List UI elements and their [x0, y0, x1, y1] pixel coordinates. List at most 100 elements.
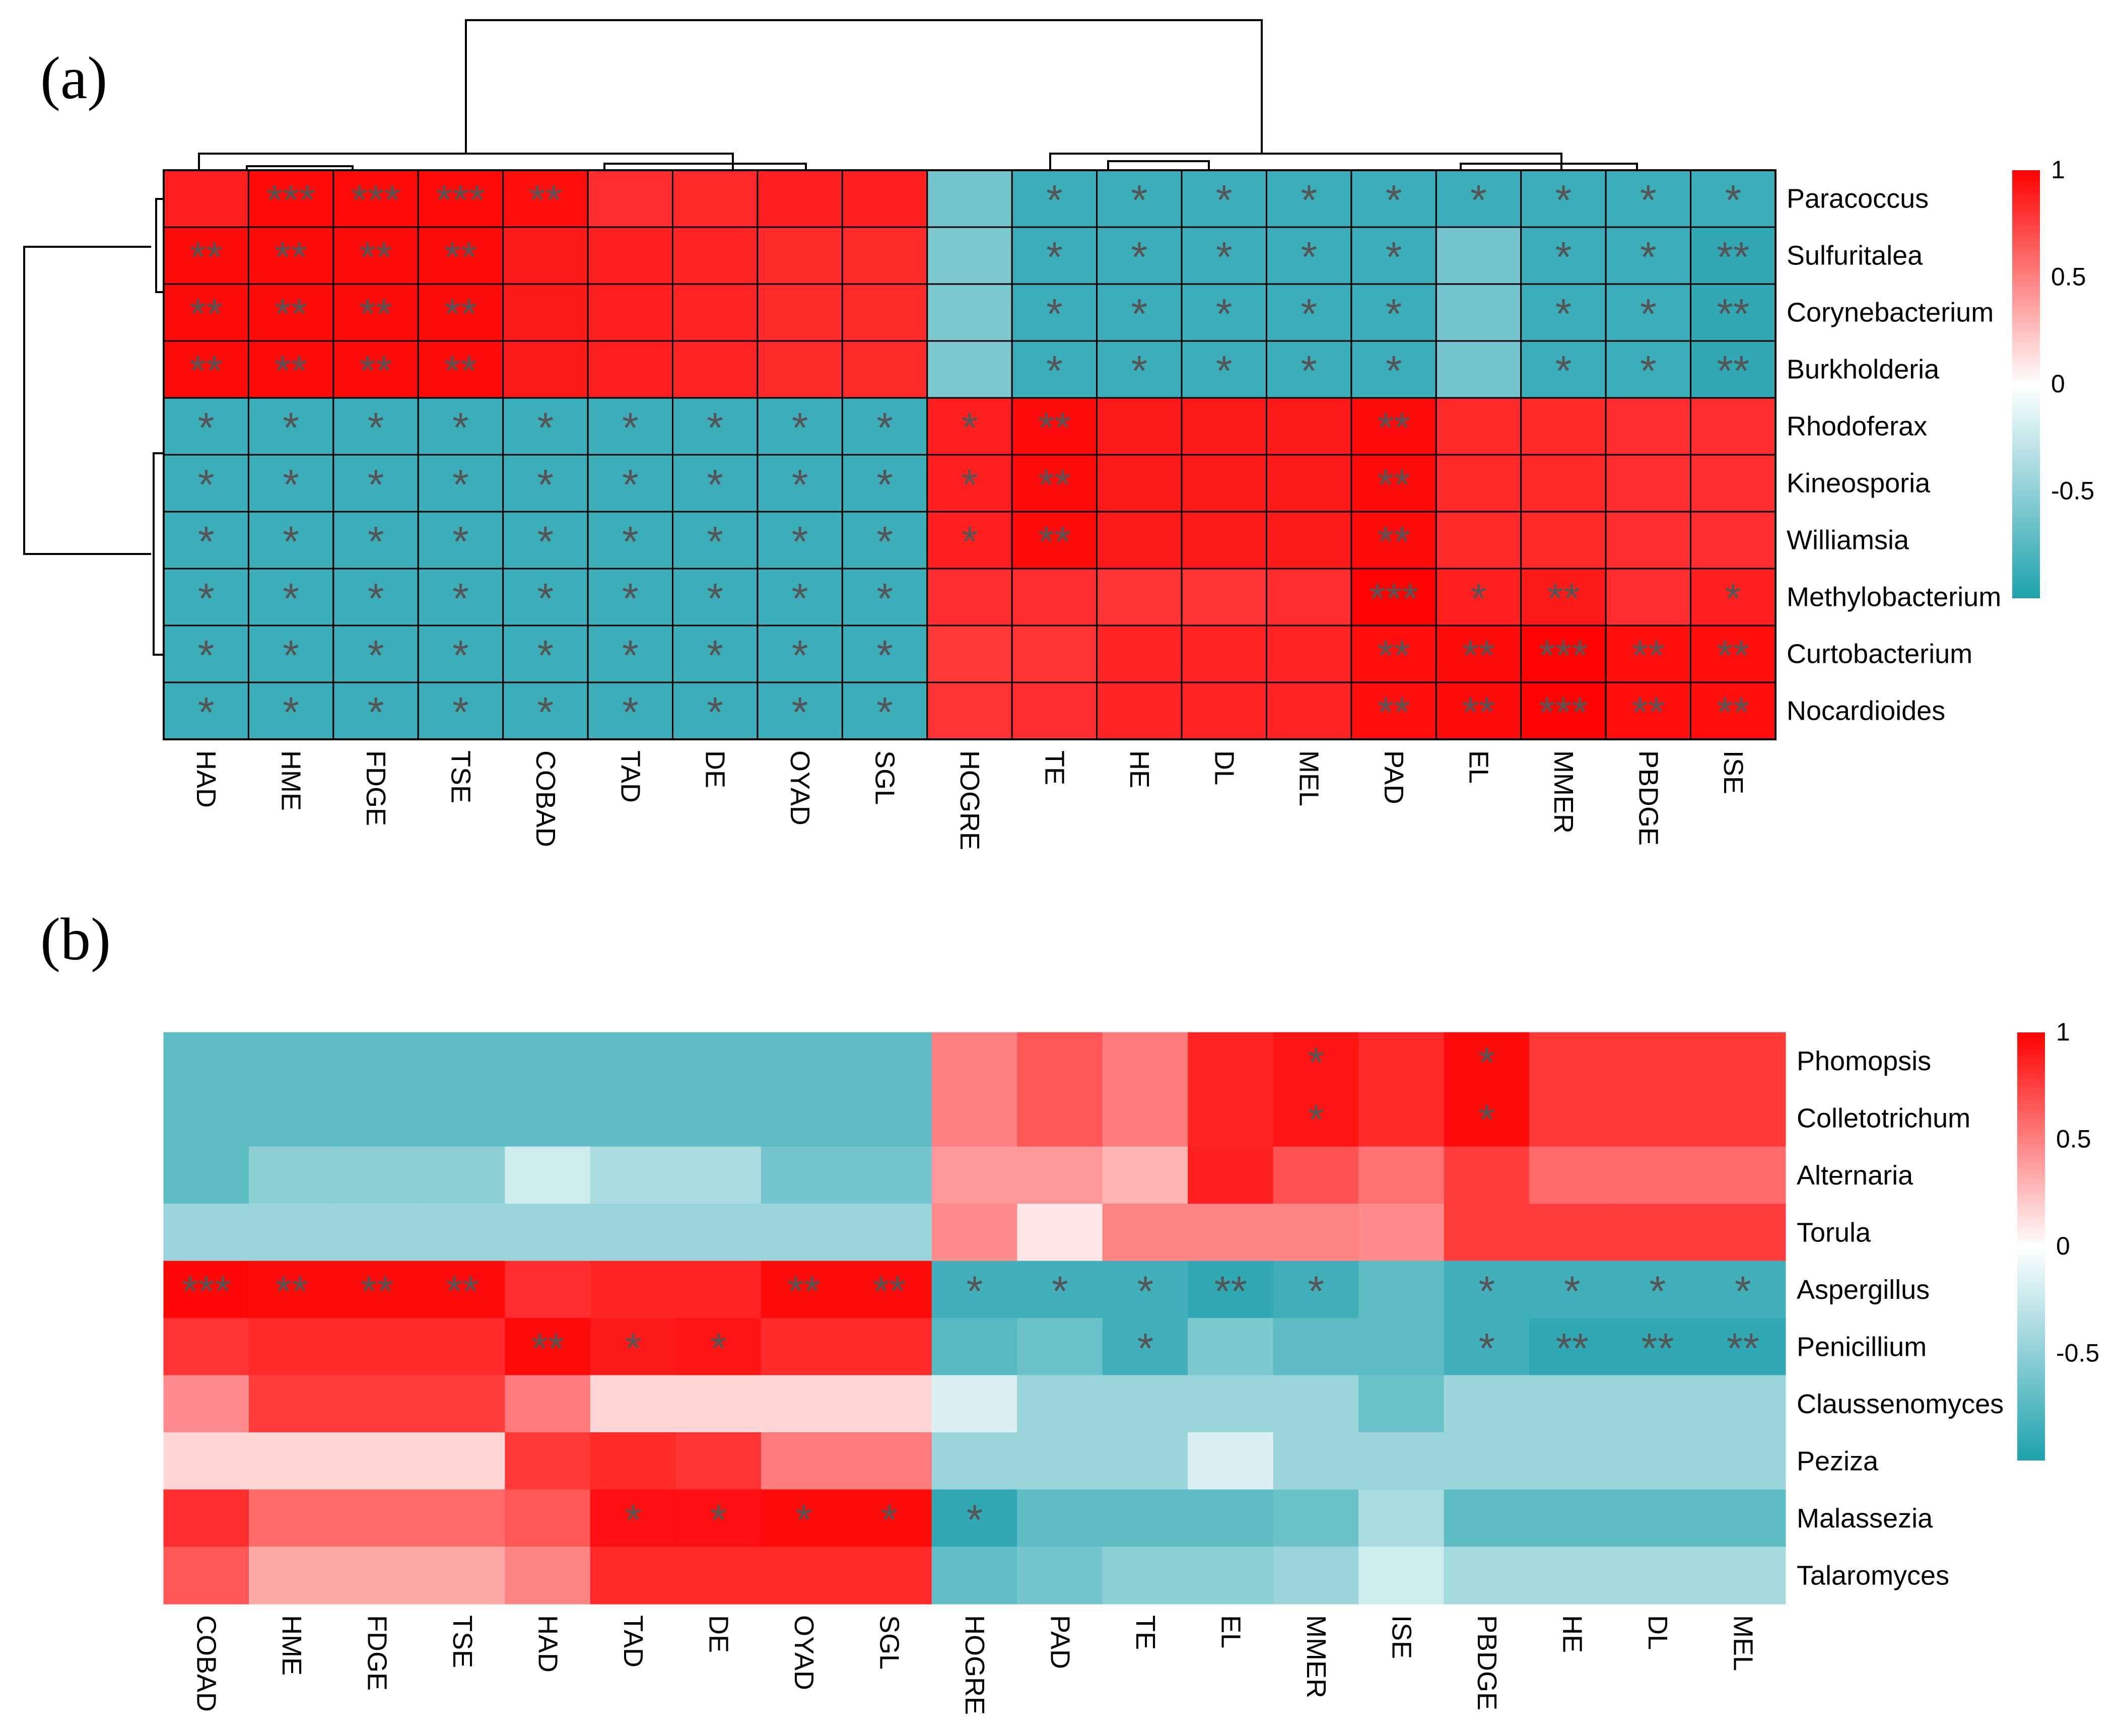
heat-cell [587, 511, 674, 570]
heat-cell [1435, 511, 1522, 570]
heat-cell [1614, 1318, 1701, 1376]
panel-b-color-legend: 1 0.5 0 -0.5 [2017, 1018, 2099, 1461]
significance-marker: * [1386, 347, 1402, 394]
heat-cell [247, 283, 334, 342]
heat-cell [1444, 1547, 1530, 1605]
heat-cell [505, 1146, 591, 1204]
panel-a-heatmap: *** *** *** ** * * * * * * * * * Paracoccus** ** ** ** * *… [163, 169, 2001, 850]
column-label: DL [1209, 750, 1239, 785]
significance-marker: ** [276, 1268, 308, 1315]
legend-tick-label: 0 [2051, 370, 2065, 398]
significance-marker: * [1725, 575, 1741, 622]
column-label: ISE [1718, 750, 1748, 794]
heat-cell [248, 1489, 335, 1547]
significance-marker: * [1216, 290, 1233, 337]
significance-marker: *** [1539, 632, 1588, 679]
heat-cell [926, 283, 1013, 342]
heat-cell [1700, 1204, 1786, 1262]
heat-cell [1265, 226, 1352, 285]
legend-tick-label: -0.5 [2056, 1339, 2099, 1367]
heat-cell [1096, 511, 1183, 570]
heat-cell [1188, 1204, 1274, 1262]
heat-cell [1614, 1547, 1701, 1605]
heat-cell [334, 1432, 420, 1490]
heat-cell [1529, 1375, 1615, 1433]
heat-cell [332, 681, 419, 740]
significance-marker: * [1640, 233, 1657, 281]
significance-marker: * [198, 404, 215, 451]
row-label: Talaromyces [1797, 1560, 1949, 1590]
heat-cell [1700, 1489, 1786, 1547]
significance-marker: * [962, 404, 978, 451]
heat-cell [1102, 1204, 1189, 1262]
panel-a-dendrograms [23, 19, 1638, 656]
heat-cell [846, 1432, 932, 1490]
heat-cell [1520, 568, 1607, 627]
heat-cell [841, 397, 928, 456]
heat-cell [590, 1432, 676, 1490]
row-label: Malassezia [1797, 1503, 1933, 1534]
heat-cell [1529, 1032, 1615, 1090]
heat-cell [417, 283, 504, 342]
significance-marker: * [1640, 176, 1657, 224]
heat-cell [163, 1089, 249, 1147]
heat-cell [841, 340, 928, 399]
heat-cell [1273, 1089, 1359, 1147]
heat-cell [1011, 568, 1098, 627]
heat-cell [1265, 624, 1352, 683]
heat-cell [1265, 169, 1352, 228]
heat-cell [163, 1489, 249, 1547]
significance-marker: *** [266, 176, 316, 224]
heat-cell [1102, 1089, 1189, 1147]
heat-cell [587, 568, 674, 627]
significance-marker: * [1478, 1325, 1495, 1372]
heat-cell [1181, 397, 1267, 456]
heat-cell [502, 454, 589, 513]
significance-marker: * [1640, 347, 1657, 394]
column-label: OYAD [789, 1615, 819, 1690]
heat-cell [1605, 681, 1692, 740]
heat-cell [1181, 681, 1267, 740]
heat-cell [505, 1261, 591, 1318]
heat-cell [1181, 454, 1267, 513]
heat-cell [1435, 340, 1522, 399]
significance-marker: ** [444, 290, 477, 337]
significance-marker: * [452, 404, 469, 451]
significance-marker: * [452, 461, 469, 508]
significance-marker: * [283, 518, 299, 565]
heat-cell [1188, 1261, 1274, 1318]
significance-marker: * [1386, 233, 1402, 281]
significance-marker: ** [1377, 461, 1410, 508]
heat-cell [1011, 681, 1098, 740]
legend-tick-label: 1 [2051, 156, 2065, 184]
column-label: SGL [870, 750, 900, 805]
heat-cell [587, 169, 674, 228]
column-label: SGL [874, 1615, 905, 1670]
significance-marker: ** [1377, 688, 1410, 736]
legend-tick-label: 0.5 [2056, 1125, 2091, 1153]
heat-cell [1181, 340, 1267, 399]
heat-cell [334, 1489, 420, 1547]
significance-marker: * [537, 404, 554, 451]
heat-cell [1700, 1261, 1786, 1318]
row-label: Nocardioides [1787, 696, 1945, 726]
significance-marker: * [1216, 233, 1233, 281]
panel-a-color-legend: 1 0.5 0 -0.5 [2012, 156, 2094, 598]
heat-cell [1265, 397, 1352, 456]
heat-cell [587, 681, 674, 740]
column-label: COBAD [530, 750, 561, 847]
significance-marker: * [707, 688, 723, 736]
significance-marker: * [876, 518, 893, 565]
heat-cell [1614, 1489, 1701, 1547]
significance-marker: * [876, 632, 893, 679]
heat-cell [1017, 1318, 1103, 1376]
heat-cell [163, 1432, 249, 1490]
significance-marker: * [792, 632, 808, 679]
heat-cell [1529, 1261, 1615, 1318]
significance-marker: ** [873, 1268, 906, 1315]
row-label: Corynebacterium [1787, 298, 1994, 328]
significance-marker: ** [1717, 688, 1749, 736]
column-label: DE [700, 750, 730, 788]
significance-marker: * [625, 1496, 642, 1544]
heat-cell [1017, 1032, 1103, 1090]
